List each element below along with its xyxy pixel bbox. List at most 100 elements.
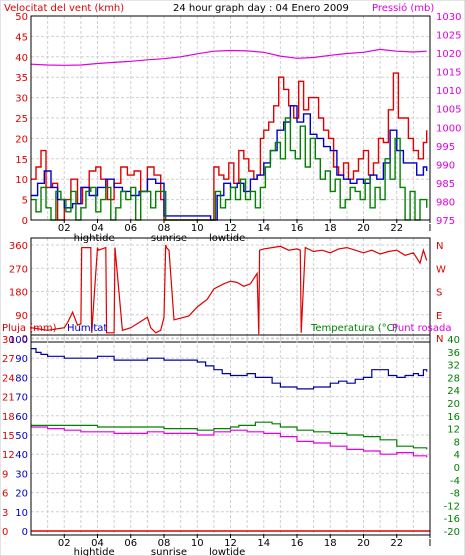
panel3-humidity-tick-label: 20 [15,489,28,500]
panel3-rain-tick-label: 15 [2,431,15,442]
panel3-humidity-tick-label: 0 [22,527,28,538]
panel3-rain-tick-label: 6 [2,489,8,500]
panel3-humidity-tick-label: 40 [15,450,28,461]
panel3-xtick-label: 20 [357,538,370,549]
panel3-xtick-label: 16 [291,538,304,549]
panel1-y2tick-label: 975 [436,216,455,227]
panel1-event-sunrise: sunrise [151,233,187,244]
panel1-ytick-label: 10 [15,175,28,186]
panel1-xtick-label: 08 [158,223,171,234]
panel1-ytick-label: 15 [15,155,28,166]
panel3-temp-tick-label: 36 [447,348,460,359]
panel3-y2label2: Punt rosada [392,323,451,334]
panel3-temp-tick-label: -4 [450,476,460,487]
panel3-humidity-tick-label: 10 [15,508,28,519]
tick-labels: 0510152025303540455097598098599099510001… [2,12,461,556]
panel3-rain-tick-label: 27 [2,354,15,365]
panel3-temp-tick-label: -8 [450,489,460,500]
panel1-y2tick-label: 990 [436,160,455,171]
panel3-rain-tick-label: 24 [2,373,15,384]
panel3-event-lowtide: lowtide [209,547,245,556]
panel3-humidity-tick-label: 80 [15,373,28,384]
panel3-temp-tick-label: 12 [447,425,460,436]
panel3-temp-tick-label: -16 [444,514,460,525]
panel3-temp-tick-label: 16 [447,412,460,423]
panel2-ytick-label: 360 [9,241,28,252]
panel1-y2label: Pressió (mb) [372,2,434,14]
panel1-y2tick-label: 1025 [436,31,461,42]
panel1-y2tick-label: 1000 [436,123,461,134]
panel3-series-humidity [31,348,428,390]
panel1-y2tick-label: 1030 [436,12,461,23]
panel3-xtick-label: 22 [390,538,403,549]
panel3-xtick-label: 10 [191,538,204,549]
panel1-xtick-label: 06 [124,223,137,234]
panel1-y2tick-label: 980 [436,197,455,208]
panel2-compass-label: N [436,334,443,345]
panel1-y2tick-label: 1010 [436,86,461,97]
panel3-xtick-label: 02 [58,538,71,549]
panel3-y2label: Temperatura (°C) [310,323,398,334]
panel3-rain-tick-label: 18 [2,412,15,423]
panel1-ytick-label: 5 [22,196,28,207]
panel3-humidity-tick-label: 100 [9,335,28,346]
panel1-series [30,48,428,221]
panel3-rain-tick-label: 3 [2,508,8,519]
panel2-compass-label: W [436,264,446,275]
panel1-ylabel: Velocitat del vent (kmh) [4,3,124,14]
panel2-compass-label: N [436,241,443,252]
panel1-ytick-label: 45 [15,32,28,43]
panel2-series-direction [30,244,428,335]
panel3-temp-tick-label: 0 [454,463,460,474]
panel3-xtick-label: 06 [124,538,137,549]
panel3-humidity-tick-label: 70 [15,393,28,404]
panel2-compass-label: E [436,311,442,322]
panel3-xtick-label: 14 [257,538,270,549]
panel3-xtick-label: I [429,538,432,549]
panel3-rain-tick-label: 30 [2,335,15,346]
panel1-y2tick-label: 995 [436,142,455,153]
panel1-series-wind [31,117,428,221]
panel3-temp-tick-label: 20 [447,399,460,410]
panel3-temp-tick-label: 40 [447,335,460,346]
panel2-ytick-label: 0 [22,334,28,345]
panel3-temp-tick-label: 32 [447,361,460,372]
panel1-xtick-label: 18 [324,223,337,234]
panel3-rain-tick-label: 12 [2,450,15,461]
panel3-temp-tick-label: 24 [447,386,460,397]
panel3-temp-tick-label: -12 [444,501,460,512]
chart-title: 24 hour graph day : 04 Enero 2009 [173,3,349,14]
panel1-xtick-label: 20 [357,223,370,234]
panel1-ytick-label: 40 [15,53,28,64]
panel2-compass-label: S [436,288,442,299]
panel3-rain-tick-label: 9 [2,469,8,480]
panel3-series-temperature [31,421,428,450]
panel1-xtick-label: 14 [257,223,270,234]
panel2-ytick-label: 270 [9,264,28,275]
panel3-temp-tick-label: 8 [454,437,460,448]
panel3-xtick-label: 12 [224,538,237,549]
panel3-rain-tick-label: 0 [2,527,8,538]
panel3-humidity-tick-label: 50 [15,431,28,442]
panel1-event-hightide: hightide [74,233,115,244]
panel1-y2tick-label: 1005 [436,105,461,116]
panel1-event-lowtide: lowtide [209,233,245,244]
panel3-temp-tick-label: -20 [444,527,460,538]
panel1-ytick-label: 30 [15,94,28,105]
panel1-ytick-label: 25 [15,114,28,125]
panel3-temp-tick-label: 28 [447,373,460,384]
panel2-ytick-label: 90 [15,311,28,322]
panel3-series-dewpoint [31,426,428,458]
panel3-xtick-label: 18 [324,538,337,549]
panel1-ytick-label: 35 [15,73,28,84]
panel2-ytick-label: 180 [9,288,28,299]
panel1-xtick-label: 10 [191,223,204,234]
panel3-xtick-label: 08 [158,538,171,549]
panel1-xtick-label: 02 [58,223,71,234]
panel1-xtick-label: 12 [224,223,237,234]
panel3-humidity-tick-label: 90 [15,354,28,365]
panel3-series [31,348,430,532]
panel3-event-hightide: hightide [74,547,115,556]
